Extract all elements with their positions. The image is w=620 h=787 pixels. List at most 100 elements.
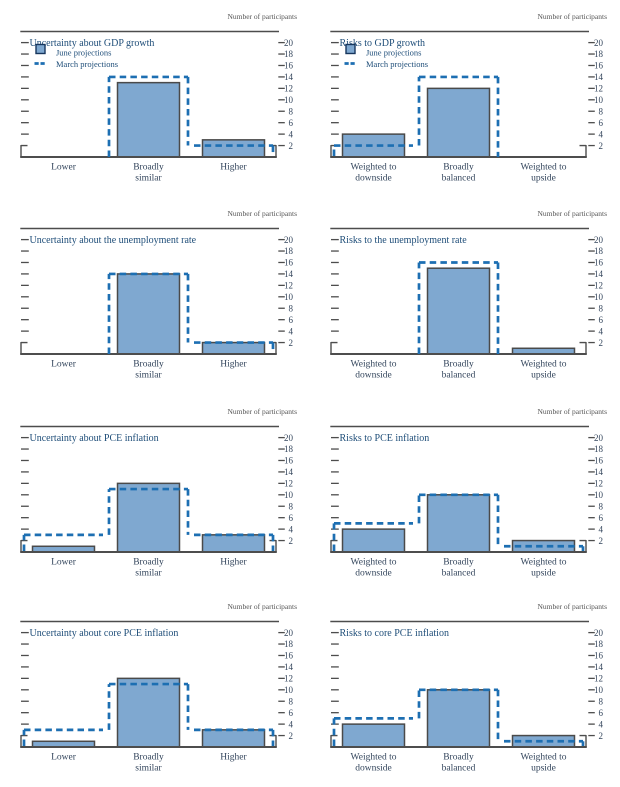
y-tick-label: 16 <box>284 61 294 71</box>
y-tick-label: 8 <box>599 696 604 706</box>
y-tick-label: 4 <box>289 719 294 729</box>
y-tick-label: 10 <box>284 292 294 302</box>
y-tick-label: 20 <box>594 433 604 443</box>
y-tick-label: 18 <box>594 246 604 256</box>
june-bar-broadly-similar <box>116 482 181 553</box>
y-tick-label: 20 <box>284 628 294 638</box>
x-category-label-higher: Higher <box>220 163 247 173</box>
legend-june-label: June projections <box>56 48 111 58</box>
x-category-label-weighted-to-downside: Weighted to <box>351 558 397 568</box>
chart-svg-risks-to-the-unemployment-rate: Number of participants Risks to the unemp… <box>330 209 607 381</box>
x-category-label-broadly-similar: similar <box>135 371 162 381</box>
y-tick-label: 2 <box>289 141 294 151</box>
y-axis-unit-label: Number of participants <box>537 12 607 21</box>
x-category-label-weighted-to-upside: upside <box>531 174 556 184</box>
y-axis-unit-label: Number of participants <box>227 602 297 611</box>
june-bar-broadly-balanced <box>426 689 491 748</box>
y-tick-label: 18 <box>284 444 294 454</box>
legend-june-swatch <box>35 43 46 55</box>
y-tick-label: 20 <box>284 433 294 443</box>
y-tick-label: 16 <box>594 258 604 268</box>
june-bar-weighted-to-downside <box>341 133 406 158</box>
y-tick-label: 12 <box>594 84 603 94</box>
chart-svg-uncertainty-about-gdp-growth: Number of participants Uncertainty about … <box>20 12 297 184</box>
x-category-label-weighted-to-upside: Weighted to <box>521 360 567 370</box>
chart-svg-risks-to-pce-inflation: Number of participants Risks to PCE infla… <box>330 407 607 579</box>
legend-march-label: March projections <box>56 59 118 69</box>
y-tick-label: 2 <box>599 731 604 741</box>
y-tick-label: 16 <box>594 61 604 71</box>
x-category-label-broadly-similar: Broadly <box>133 558 164 568</box>
y-tick-label: 2 <box>289 536 294 546</box>
y-tick-label: 12 <box>284 674 293 684</box>
y-tick-label: 2 <box>289 731 294 741</box>
y-tick-label: 14 <box>594 662 604 672</box>
x-category-label-lower: Lower <box>51 360 77 370</box>
june-bar-higher <box>201 341 266 355</box>
chart-svg-uncertainty-about-core-pce-inflation: Number of participants Uncertainty about … <box>20 602 297 774</box>
y-tick-label: 2 <box>599 536 604 546</box>
x-category-label-weighted-to-upside: upside <box>531 569 556 579</box>
chart-svg-risks-to-core-pce-inflation: Number of participants Risks to core PCE … <box>330 602 607 774</box>
x-category-label-broadly-similar: similar <box>135 174 162 184</box>
x-category-label-higher: Higher <box>220 753 247 763</box>
y-tick-label: 16 <box>284 258 294 268</box>
y-tick-label: 16 <box>284 456 294 466</box>
y-tick-label: 18 <box>594 444 604 454</box>
y-tick-label: 8 <box>289 501 294 511</box>
y-axis-unit-label: Number of participants <box>227 12 297 21</box>
june-bar-weighted-to-downside <box>341 528 406 553</box>
chart-title: Risks to GDP growth <box>340 38 425 49</box>
y-tick-label: 20 <box>284 38 294 48</box>
chart-title: Risks to core PCE inflation <box>340 628 449 639</box>
y-tick-label: 6 <box>599 513 604 523</box>
x-category-label-broadly-balanced: Broadly <box>443 163 474 173</box>
y-tick-label: 4 <box>599 129 604 139</box>
chart-title: Risks to PCE inflation <box>340 433 430 444</box>
y-tick-label: 18 <box>594 639 604 649</box>
y-tick-label: 10 <box>284 490 294 500</box>
y-tick-label: 8 <box>289 303 294 313</box>
y-tick-label: 6 <box>289 513 294 523</box>
y-tick-label: 4 <box>289 326 294 336</box>
y-tick-label: 4 <box>599 524 604 534</box>
y-tick-label: 20 <box>594 235 604 245</box>
chart-svg-uncertainty-about-pce-inflation: Number of participants Uncertainty about … <box>20 407 297 579</box>
chart-svg-uncertainty-about-the-unemployment-rate: Number of participants Uncertainty about … <box>20 209 297 381</box>
y-tick-label: 14 <box>594 72 604 82</box>
y-tick-label: 10 <box>594 685 604 695</box>
chart-title: Uncertainty about core PCE inflation <box>30 628 179 639</box>
y-tick-label: 10 <box>594 490 604 500</box>
y-axis-unit-label: Number of participants <box>227 407 297 416</box>
y-tick-label: 12 <box>284 281 293 291</box>
x-category-label-broadly-similar: Broadly <box>133 163 164 173</box>
y-tick-label: 12 <box>284 84 293 94</box>
y-tick-label: 2 <box>599 338 604 348</box>
x-category-label-weighted-to-upside: Weighted to <box>521 558 567 568</box>
x-category-label-lower: Lower <box>51 558 77 568</box>
june-bar-higher <box>201 729 266 748</box>
chart-panel-uncertainty-about-gdp-growth: Number of participants Uncertainty about … <box>0 0 310 197</box>
y-tick-label: 10 <box>594 95 604 105</box>
x-category-label-broadly-similar: similar <box>135 569 162 579</box>
chart-title: Risks to the unemployment rate <box>340 235 468 246</box>
legend-march-label: March projections <box>366 59 428 69</box>
y-tick-label: 14 <box>284 467 294 477</box>
y-tick-label: 4 <box>599 326 604 336</box>
june-bar-broadly-balanced <box>426 494 491 553</box>
chart-title: Uncertainty about GDP growth <box>30 38 155 49</box>
x-category-label-weighted-to-downside: downside <box>355 569 391 579</box>
y-tick-label: 10 <box>284 685 294 695</box>
chart-panel-uncertainty-about-the-unemployment-rate: Number of participants Uncertainty about … <box>0 197 310 394</box>
y-tick-label: 8 <box>289 106 294 116</box>
y-tick-label: 20 <box>594 628 604 638</box>
x-category-label-broadly-balanced: balanced <box>442 174 476 184</box>
y-tick-label: 6 <box>599 118 604 128</box>
x-category-label-lower: Lower <box>51 753 77 763</box>
x-category-label-weighted-to-upside: upside <box>531 371 556 381</box>
june-bar-higher <box>201 139 266 158</box>
x-category-label-weighted-to-downside: downside <box>355 371 391 381</box>
y-tick-label: 18 <box>594 49 604 59</box>
x-category-label-weighted-to-upside: Weighted to <box>521 753 567 763</box>
